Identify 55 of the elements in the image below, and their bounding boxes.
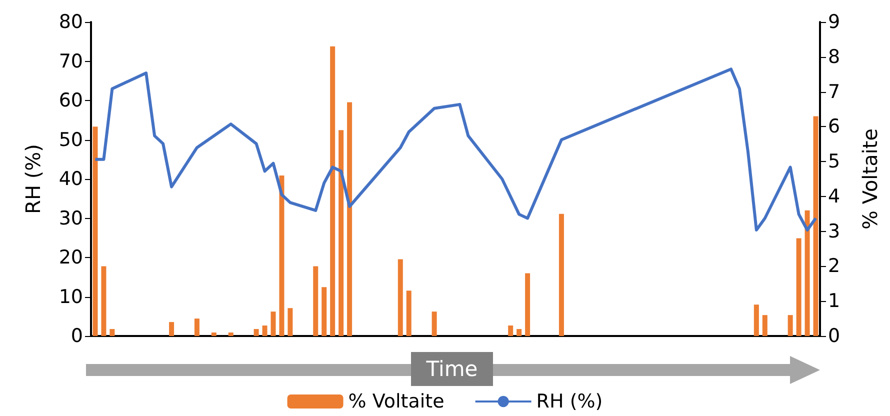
bar [110,329,115,336]
y2-tick-label: 6 [828,116,840,138]
bar [508,326,514,336]
y-tick-label: 50 [58,128,83,151]
y2-tick-label: 2 [828,255,840,278]
y-tick-label: 60 [58,90,83,112]
bar [762,315,768,336]
bar [101,266,106,336]
bar [406,290,412,336]
bar [322,287,327,336]
bar [228,332,234,336]
bar [330,46,336,336]
bar [813,116,818,336]
y-tick-label: 10 [58,286,83,308]
bar [398,259,403,336]
bar [804,210,810,336]
bar [262,326,268,336]
y2-tick-label: 9 [828,11,840,33]
y2-tick-label: 8 [828,46,840,68]
bar [432,312,437,336]
legend-label: RH (%) [536,390,603,412]
bar [754,304,759,336]
bar [313,266,318,336]
y2-tick-label: 5 [828,150,840,173]
x-axis-title: Time [411,352,493,386]
bar [338,130,344,336]
y2-tick-label: 4 [828,185,840,208]
bar [516,329,522,336]
y2-tick-label: 0 [828,325,840,347]
bar [211,332,216,336]
bar [788,315,793,336]
bar [525,273,530,336]
y2-axis-title: % Voltaite [858,128,882,230]
y-axis-title: RH (%) [21,144,45,214]
bar [92,126,98,336]
bar [558,214,564,336]
legend-label: % Voltaite [348,390,444,412]
y-tick-label: 80 [58,11,83,33]
y-tick-label: 30 [58,207,83,230]
bar [279,176,284,336]
y-tick-label: 70 [58,50,83,72]
y2-tick-label: 1 [828,290,840,312]
y-tick-label: 40 [58,168,83,190]
bar [169,322,174,336]
bar [347,102,352,336]
bar [194,318,200,336]
y2-tick-label: 7 [828,80,840,103]
y-tick-label: 20 [58,246,83,268]
bar [288,308,293,336]
bar [270,312,276,336]
y-tick-label: 0 [70,325,83,347]
y2-tick-label: 3 [828,220,840,242]
bar [796,238,802,336]
bar [254,329,259,336]
line-series [94,68,818,232]
